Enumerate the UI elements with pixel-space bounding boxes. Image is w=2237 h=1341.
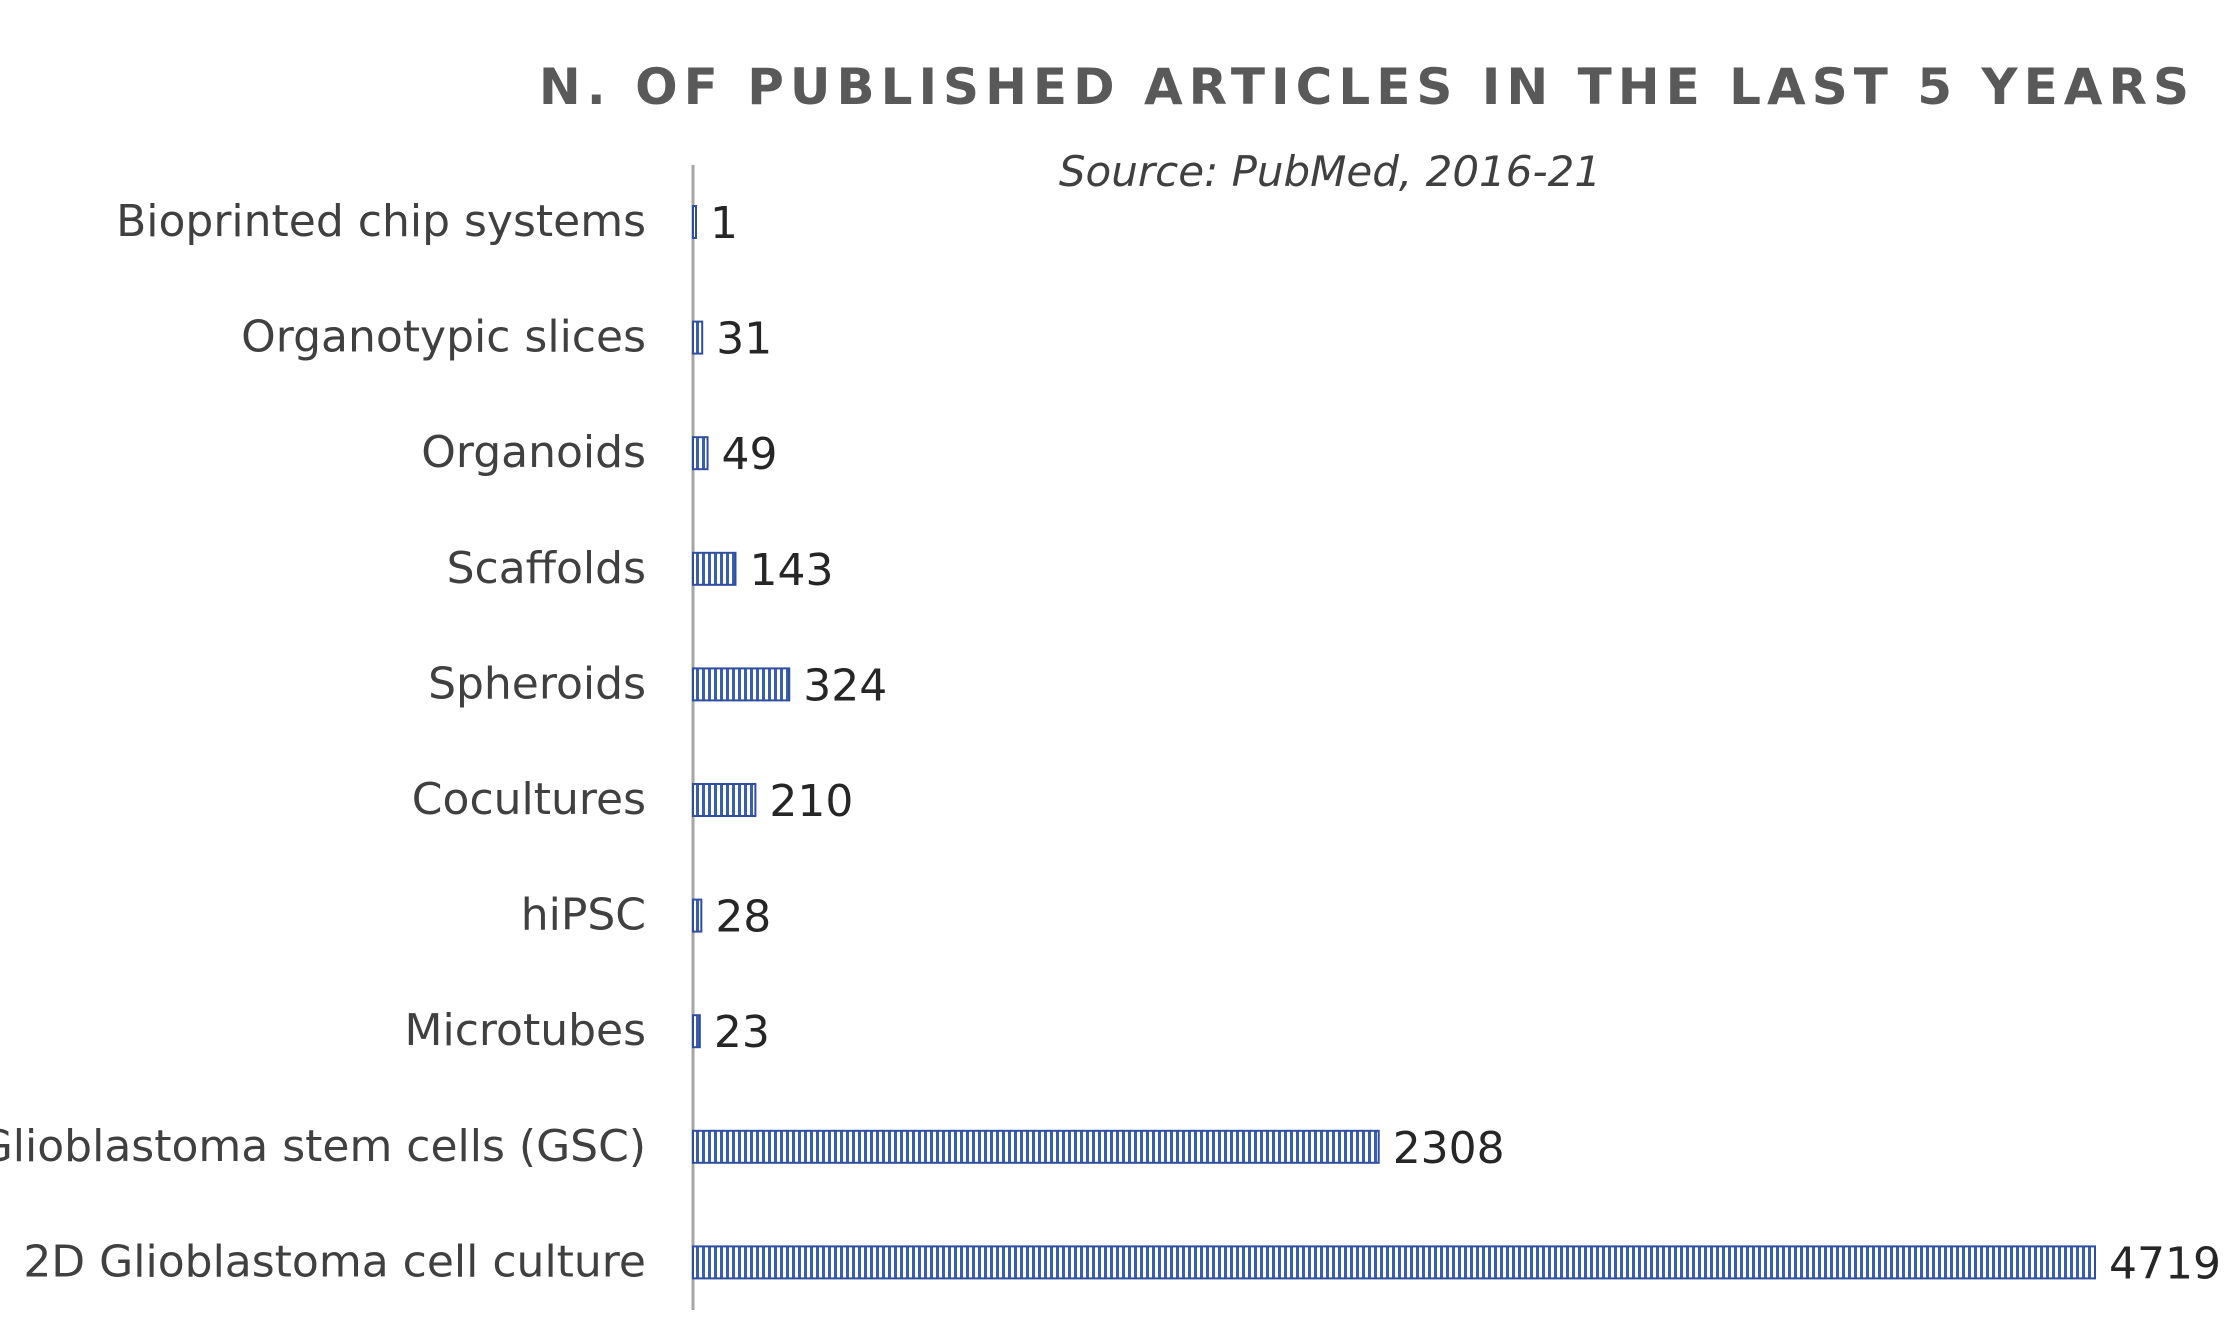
bar-cocultures (692, 783, 757, 817)
category-label-organotypic-slices: Organotypic slices (241, 312, 646, 363)
value-label-microtubes: 23 (714, 1007, 770, 1058)
value-label-organoids: 49 (722, 429, 778, 480)
category-label-microtubes: Microtubes (405, 1005, 646, 1056)
chart-title: N. OF PUBLISHED ARTICLES IN THE LAST 5 Y… (539, 58, 2195, 116)
category-label-bioprinted-chip-systems: Bioprinted chip systems (116, 196, 646, 247)
bar-glioblastoma-stem-cells-gsc (692, 1129, 1380, 1164)
bars-group (692, 205, 2096, 1280)
value-label-bioprinted-chip-systems: 1 (710, 198, 738, 249)
value-label-2d-glioblastoma-cell-culture: 4719 (2109, 1238, 2221, 1289)
bar-microtubes (692, 1014, 701, 1049)
category-label-cocultures: Cocultures (412, 774, 646, 825)
category-labels-group: Bioprinted chip systems Organotypic slice… (0, 196, 646, 1287)
category-label-2d-glioblastoma-cell-culture: 2D Glioblastoma cell culture (23, 1236, 646, 1287)
bar-organotypic-slices (692, 320, 704, 355)
value-label-glioblastoma-stem-cells-gsc: 2308 (1393, 1123, 1505, 1174)
value-label-hipsc: 28 (715, 892, 771, 943)
category-label-hipsc: hiPSC (521, 890, 646, 941)
value-labels-group: 1 31 49 143 324 210 28 23 2308 4719 (710, 198, 2221, 1289)
value-label-organotypic-slices: 31 (716, 314, 772, 365)
bar-hipsc (692, 898, 703, 933)
category-label-spheroids: Spheroids (428, 658, 646, 709)
category-label-organoids: Organoids (421, 427, 646, 478)
value-label-scaffolds: 143 (749, 545, 833, 596)
bar-bioprinted-chip-systems (692, 205, 697, 239)
bar-organoids (692, 436, 709, 471)
value-label-cocultures: 210 (769, 776, 853, 827)
bar-scaffolds (692, 551, 737, 586)
chart-subtitle: Source: PubMed, 2016-21 (1059, 147, 1601, 196)
bar-spheroids (692, 667, 791, 702)
value-label-spheroids: 324 (803, 660, 887, 711)
bar-2d-glioblastoma-cell-culture (692, 1245, 2096, 1280)
category-label-scaffolds: Scaffolds (447, 543, 646, 594)
category-label-glioblastoma-stem-cells-gsc: Glioblastoma stem cells (GSC) (0, 1121, 646, 1172)
